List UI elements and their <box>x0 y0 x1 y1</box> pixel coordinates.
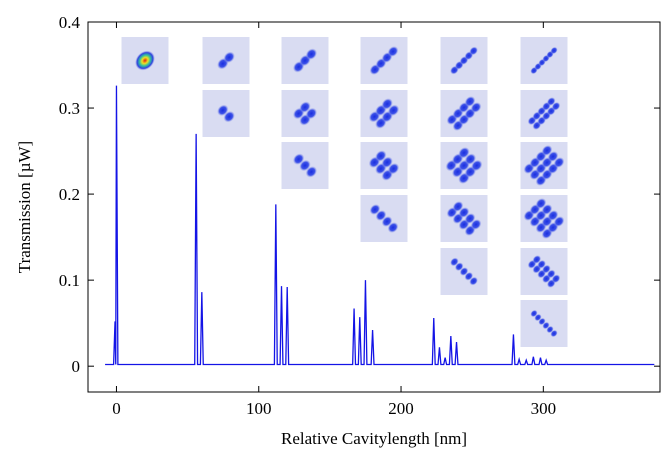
mode-image <box>520 90 568 137</box>
mode-lobe <box>452 201 464 212</box>
mode-image <box>520 300 568 347</box>
mode-lobe <box>532 255 542 264</box>
mode-image <box>440 142 488 189</box>
mode-image <box>440 37 488 84</box>
mode-lobe <box>464 96 476 107</box>
mode-lobe <box>305 48 318 60</box>
y-tick-label: 0 <box>72 357 81 376</box>
mode-lobe <box>299 101 311 113</box>
y-tick-label: 0.4 <box>59 13 81 32</box>
mode-lobe <box>217 104 229 117</box>
mode-image <box>440 195 488 242</box>
mode-lobe <box>530 309 538 318</box>
mode-lobe <box>450 257 459 267</box>
mode-image <box>202 90 250 137</box>
x-axis-label: Relative Cavitylength [nm] <box>281 429 467 448</box>
mode-image <box>520 248 568 295</box>
y-tick-label: 0.2 <box>59 185 80 204</box>
mode-lobe <box>535 198 547 209</box>
mode-lobe <box>550 46 558 55</box>
mode-lobe <box>292 153 305 165</box>
data-line <box>105 85 655 366</box>
mode-image <box>360 195 408 242</box>
mode-image <box>281 37 329 84</box>
mode-image <box>281 90 329 137</box>
x-tick-label: 300 <box>531 399 557 418</box>
mode-image <box>121 37 169 84</box>
plot-frame <box>87 21 661 393</box>
x-tick-label: 100 <box>246 399 272 418</box>
mode-image <box>520 37 568 84</box>
x-tick-label: 200 <box>388 399 414 418</box>
mode-background <box>440 90 488 137</box>
mode-lobe <box>135 50 155 71</box>
mode-lobe <box>381 98 393 110</box>
mode-lobe <box>223 51 235 64</box>
mode-image <box>360 142 408 189</box>
mode-image <box>440 248 488 295</box>
y-tick-label: 0.3 <box>59 99 80 118</box>
mode-image <box>360 90 408 137</box>
mode-background <box>281 90 329 137</box>
mode-lobe <box>387 46 399 57</box>
mode-lobe <box>369 204 381 215</box>
mode-image <box>440 90 488 137</box>
y-tick-label: 0.1 <box>59 271 80 290</box>
mode-lobe <box>375 150 387 162</box>
mode-image <box>520 195 568 242</box>
mode-lobe <box>458 147 470 159</box>
mode-image <box>520 142 568 189</box>
mode-image <box>281 142 329 189</box>
y-axis-label: Transmission [µW] <box>15 141 34 273</box>
mode-lobe <box>541 145 553 156</box>
mode-background <box>440 195 488 242</box>
mode-lobe <box>469 46 478 56</box>
mode-lobe <box>546 97 556 106</box>
mode-image <box>202 37 250 84</box>
mode-image <box>360 37 408 84</box>
x-tick-label: 0 <box>112 399 121 418</box>
